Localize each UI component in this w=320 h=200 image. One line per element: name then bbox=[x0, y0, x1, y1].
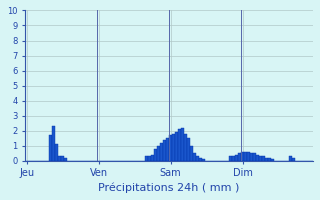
Bar bbox=[241, 152, 244, 161]
Bar bbox=[52, 126, 55, 161]
X-axis label: Précipitations 24h ( mm ): Précipitations 24h ( mm ) bbox=[98, 183, 240, 193]
Bar bbox=[247, 152, 250, 161]
Bar bbox=[58, 156, 61, 161]
Bar bbox=[199, 158, 202, 161]
Bar bbox=[64, 158, 67, 161]
Bar bbox=[145, 156, 148, 161]
Bar bbox=[262, 156, 265, 161]
Bar bbox=[289, 156, 292, 161]
Bar bbox=[235, 155, 238, 161]
Bar bbox=[292, 158, 295, 161]
Bar bbox=[229, 156, 232, 161]
Bar bbox=[55, 144, 58, 161]
Bar bbox=[265, 158, 268, 161]
Bar bbox=[253, 153, 256, 161]
Bar bbox=[169, 135, 172, 161]
Bar bbox=[190, 146, 193, 161]
Bar bbox=[193, 153, 196, 161]
Bar bbox=[166, 138, 169, 161]
Bar bbox=[232, 156, 235, 161]
Bar bbox=[184, 134, 187, 161]
Bar bbox=[160, 143, 163, 161]
Bar bbox=[148, 156, 151, 161]
Bar bbox=[271, 159, 274, 161]
Bar bbox=[181, 128, 184, 161]
Bar bbox=[238, 153, 241, 161]
Bar bbox=[163, 140, 166, 161]
Bar bbox=[196, 156, 199, 161]
Bar bbox=[259, 156, 262, 161]
Bar bbox=[61, 156, 64, 161]
Bar bbox=[49, 135, 52, 161]
Bar bbox=[202, 159, 205, 161]
Bar bbox=[244, 152, 247, 161]
Bar bbox=[187, 138, 190, 161]
Bar bbox=[154, 149, 157, 161]
Bar bbox=[151, 155, 154, 161]
Bar bbox=[172, 134, 175, 161]
Bar bbox=[178, 129, 181, 161]
Bar bbox=[157, 146, 160, 161]
Bar bbox=[250, 153, 253, 161]
Bar bbox=[256, 155, 259, 161]
Bar bbox=[175, 132, 178, 161]
Bar bbox=[268, 158, 271, 161]
